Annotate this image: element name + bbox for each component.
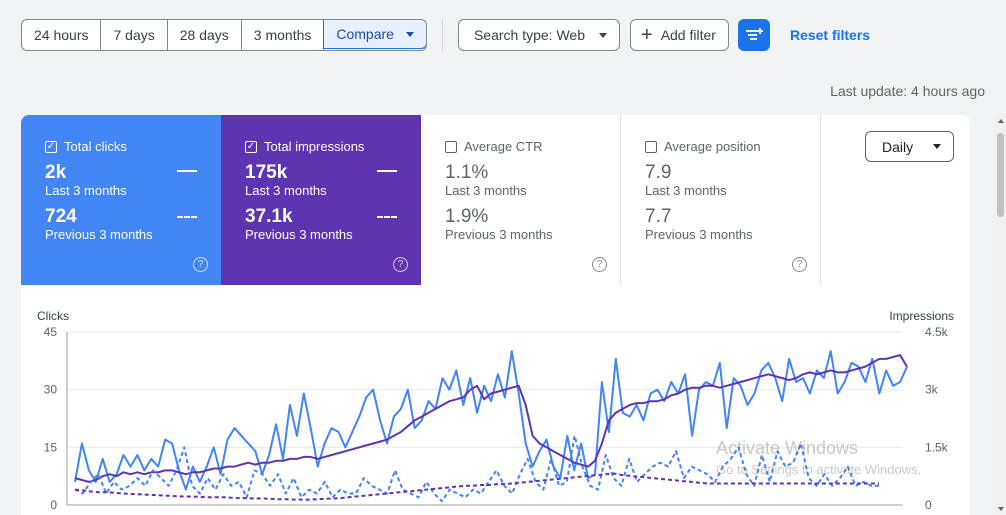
y-tick-label-left: 30 — [44, 383, 58, 397]
metric-compare-period: Previous 3 months — [445, 227, 553, 242]
metric-compare-value: 724 — [45, 206, 77, 227]
help-icon[interactable]: ? — [393, 257, 408, 272]
solid-line-legend-icon — [377, 170, 397, 172]
y-tick-label-left: 15 — [44, 440, 58, 454]
metric-period: Last 3 months — [645, 183, 727, 198]
y-tick-label-right: 1.5k — [925, 440, 949, 454]
metric-period: Last 3 months — [245, 183, 327, 198]
chevron-down-icon — [599, 32, 607, 38]
checkbox-icon: ✓ — [45, 140, 57, 153]
range-7-days-button[interactable]: 7 days — [101, 20, 168, 50]
search-type-dropdown[interactable]: Search type: Web — [457, 19, 620, 51]
interval-dropdown[interactable]: Daily — [865, 131, 954, 162]
divider — [441, 19, 443, 51]
performance-chart: Clicks Impressions 0 0 15 1.5k 30 3k 45 4.5k — [37, 309, 954, 512]
metric-average-ctr[interactable]: Average CTR 1.1% Last 3 months 1.9% Prev… — [421, 115, 621, 285]
metric-total-impressions[interactable]: ✓ Total impressions 175k Last 3 months 37… — [221, 115, 421, 285]
activate-windows-title: Activate Windows — [716, 438, 859, 458]
dashed-line-legend-icon — [177, 216, 197, 218]
help-icon[interactable]: ? — [792, 257, 807, 272]
solid-line-legend-icon — [177, 170, 197, 172]
metric-period: Last 3 months — [45, 183, 127, 198]
series-line-2 — [74, 434, 879, 503]
chevron-down-icon — [405, 31, 414, 37]
series-line-3 — [74, 472, 879, 501]
filter-settings-button[interactable] — [737, 19, 770, 51]
metric-tiles: ✓ Total clicks 2k Last 3 months 724 Previ… — [21, 115, 970, 285]
scrollbar[interactable] — [995, 115, 1006, 515]
checkbox-icon: ✓ — [245, 140, 257, 153]
metric-compare-value: 1.9% — [445, 206, 489, 227]
checkbox-icon — [445, 140, 457, 153]
y-tick-label-right: 0 — [925, 498, 932, 512]
metric-label: Total clicks — [64, 139, 127, 154]
metric-average-position[interactable]: Average position 7.9 Last 3 months 7.7 P… — [621, 115, 821, 285]
metric-label: Average position — [664, 139, 761, 154]
y-tick-label-right: 4.5k — [925, 325, 949, 339]
metric-compare-value: 37.1k — [245, 206, 293, 227]
metric-compare-period: Previous 3 months — [645, 227, 753, 242]
dashed-line-legend-icon — [377, 216, 397, 218]
y-tick-label-left: 0 — [50, 498, 57, 512]
y-axis-right-title: Impressions — [889, 309, 954, 323]
metric-compare-value: 7.7 — [645, 206, 672, 227]
metric-label: Total impressions — [264, 139, 365, 154]
metric-compare-period: Previous 3 months — [245, 227, 353, 242]
filter-bar: 24 hours 7 days 28 days 3 months Compare… — [21, 19, 870, 51]
compare-label: Compare — [336, 26, 394, 42]
scroll-up-arrow-icon[interactable] — [998, 119, 1004, 123]
filter-list-icon — [745, 28, 763, 40]
chevron-down-icon — [933, 144, 942, 149]
checkbox-icon — [645, 140, 657, 153]
search-type-label: Search type: Web — [473, 27, 585, 43]
help-icon[interactable]: ? — [592, 257, 607, 272]
metric-compare-period: Previous 3 months — [45, 227, 153, 242]
help-icon[interactable]: ? — [193, 257, 208, 272]
scrollbar-thumb[interactable] — [997, 133, 1004, 217]
metric-period: Last 3 months — [445, 183, 527, 198]
range-28-days-button[interactable]: 28 days — [168, 20, 242, 50]
add-filter-label: Add filter — [660, 27, 716, 43]
y-axis-left-title: Clicks — [37, 309, 69, 323]
series-line-0 — [74, 350, 908, 491]
reset-filters-link[interactable]: Reset filters — [789, 27, 871, 43]
y-tick-label-left: 45 — [44, 325, 58, 339]
metric-value: 2k — [45, 162, 67, 183]
add-filter-button[interactable]: + Add filter — [630, 19, 729, 51]
scroll-down-arrow-icon[interactable] — [998, 507, 1004, 511]
activate-windows-subtitle: Go to Settings to activate Windows. — [716, 462, 922, 477]
metric-label: Average CTR — [464, 139, 543, 154]
range-24-hours-button[interactable]: 24 hours — [22, 20, 102, 50]
metric-total-clicks[interactable]: ✓ Total clicks 2k Last 3 months 724 Previ… — [21, 115, 221, 285]
last-update-text: Last update: 4 hours ago — [830, 83, 985, 99]
metric-value: 1.1% — [445, 162, 489, 183]
y-tick-label-right: 3k — [925, 383, 939, 397]
interval-label: Daily — [882, 138, 914, 155]
series-line-1 — [74, 354, 908, 483]
date-range-selector: 24 hours 7 days 28 days 3 months Compare — [21, 19, 427, 51]
performance-card: ✓ Total clicks 2k Last 3 months 724 Previ… — [21, 115, 970, 515]
range-3-months-button[interactable]: 3 months — [242, 20, 325, 50]
metric-value: 175k — [245, 162, 288, 183]
metric-value: 7.9 — [645, 162, 672, 183]
plus-icon: + — [641, 24, 653, 46]
compare-button[interactable]: Compare — [323, 20, 426, 49]
